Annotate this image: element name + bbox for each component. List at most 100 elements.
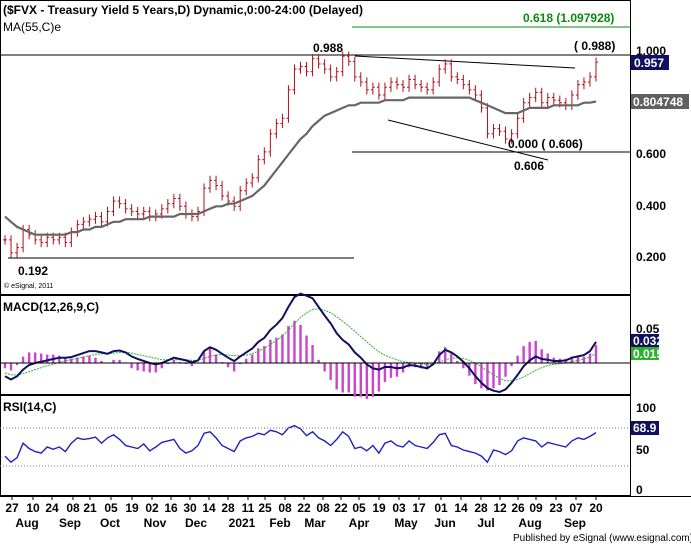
low-start-label: 0.192 bbox=[18, 264, 48, 278]
x-month-label: Aug bbox=[518, 516, 541, 530]
price-bar bbox=[491, 123, 496, 139]
price-bar bbox=[220, 180, 225, 201]
price-bar bbox=[358, 72, 363, 87]
x-month-label: Aug bbox=[15, 516, 38, 530]
high-label: 0.988 bbox=[313, 41, 343, 55]
price-bar bbox=[527, 92, 532, 108]
price-bar bbox=[111, 196, 116, 217]
x-tick-label: 14 bbox=[454, 501, 468, 515]
signal-value-tag bbox=[631, 347, 659, 360]
price-bar bbox=[165, 199, 170, 214]
price-bar bbox=[413, 74, 418, 90]
rsi-panel bbox=[0, 395, 631, 496]
price-bar bbox=[346, 51, 351, 67]
macd-value: 0.032 bbox=[633, 334, 663, 348]
x-month-label: Feb bbox=[269, 516, 290, 530]
footer-credit: Published by eSignal (www.esignal.com) bbox=[513, 533, 691, 544]
x-tick-label: 16 bbox=[164, 501, 178, 515]
signal-series bbox=[4, 308, 597, 382]
x-month-label: Oct bbox=[100, 516, 120, 530]
x-tick-label: 28 bbox=[474, 501, 488, 515]
rsi-series bbox=[4, 424, 597, 464]
x-tick-label: 10 bbox=[26, 501, 40, 515]
price-bar bbox=[581, 77, 586, 90]
price-bar bbox=[15, 242, 20, 258]
fib-618-label: 0.618 (1.097928) bbox=[523, 11, 614, 25]
x-tick-label: 01 bbox=[434, 501, 448, 515]
x-tick-label: 25 bbox=[258, 501, 272, 515]
chart-title: ($FVX - Treasury Yield 5 Years,D) Dynami… bbox=[3, 3, 363, 17]
price-tick: 0.200 bbox=[636, 250, 666, 264]
price-bar bbox=[280, 113, 285, 129]
x-axis-day-labels: 27 10 24 08 21 05 19 02 16 30 14 28 11 25 08 22 08 22 05 19… bbox=[5, 496, 603, 515]
rsi-value: 68.9 bbox=[633, 421, 657, 435]
price-bar bbox=[515, 113, 520, 139]
price-bar bbox=[407, 74, 412, 92]
price-bar bbox=[443, 59, 448, 74]
price-bars bbox=[3, 51, 598, 258]
x-tick-label: 27 bbox=[5, 501, 19, 515]
x-tick-label: 14 bbox=[202, 501, 216, 515]
x-tick-label: 12 bbox=[493, 501, 507, 515]
ma-55-series bbox=[4, 96, 597, 236]
x-tick-label: 17 bbox=[412, 501, 426, 515]
price-bar bbox=[370, 82, 375, 95]
x-tick-label: 05 bbox=[352, 501, 366, 515]
price-bar bbox=[75, 219, 80, 237]
last-price-value: 0.957 bbox=[634, 56, 664, 70]
x-tick-label: 07 bbox=[569, 501, 583, 515]
x-tick-label: 24 bbox=[45, 501, 59, 515]
price-bar bbox=[286, 85, 291, 123]
high-right-label: ( 0.988) bbox=[574, 39, 615, 53]
price-bar bbox=[244, 178, 249, 196]
price-bar bbox=[551, 92, 556, 105]
macd-series bbox=[4, 292, 597, 394]
x-tick-label: 28 bbox=[221, 501, 235, 515]
x-tick-label: 22 bbox=[334, 501, 348, 515]
price-bar bbox=[69, 227, 74, 248]
price-bar bbox=[322, 59, 327, 74]
x-tick-label: 19 bbox=[372, 501, 386, 515]
rsi-tick: 100 bbox=[636, 401, 656, 415]
macd-title: MACD(12,26,9,C) bbox=[3, 300, 99, 314]
price-bar bbox=[509, 129, 514, 144]
price-bar bbox=[461, 74, 466, 90]
price-bar bbox=[563, 98, 568, 110]
signal-value: 0.015 bbox=[633, 347, 663, 361]
price-bar bbox=[485, 103, 490, 139]
price-bar bbox=[340, 51, 345, 77]
macd-value-tag bbox=[631, 334, 659, 347]
price-tick: 0.400 bbox=[636, 199, 666, 213]
price-bar bbox=[274, 118, 279, 139]
x-month-label: Sep bbox=[564, 516, 586, 530]
x-tick-label: 11 bbox=[242, 501, 255, 515]
x-month-label: Apr bbox=[349, 516, 370, 530]
price-bar bbox=[250, 173, 255, 188]
price-bar bbox=[214, 175, 219, 191]
ma-line bbox=[4, 96, 597, 236]
x-tick-label: 08 bbox=[316, 501, 330, 515]
price-bar bbox=[545, 92, 550, 108]
price-bar bbox=[3, 235, 7, 245]
ma-indicator-label: MA(55,C)e bbox=[3, 20, 61, 34]
price-bar bbox=[256, 155, 261, 183]
x-axis-month-labels: Aug Sep Oct Nov Dec 2021 Feb Mar Apr May Jun Jul Aug… bbox=[15, 516, 586, 530]
rsi-line bbox=[4, 424, 597, 464]
price-bar bbox=[304, 61, 309, 77]
price-bar bbox=[575, 79, 580, 100]
price-bar bbox=[147, 206, 152, 222]
ma-value-tag bbox=[631, 94, 689, 109]
x-tick-label: 03 bbox=[392, 501, 406, 515]
price-bar bbox=[9, 235, 14, 258]
x-tick-label: 21 bbox=[83, 501, 97, 515]
price-bar bbox=[33, 230, 38, 245]
x-tick-label: 05 bbox=[104, 501, 118, 515]
price-bar bbox=[99, 211, 104, 227]
price-bar bbox=[262, 147, 267, 165]
price-bar bbox=[394, 77, 399, 90]
price-bar bbox=[364, 77, 369, 95]
price-bar bbox=[105, 206, 110, 227]
price-bar bbox=[449, 59, 454, 82]
macd-lines bbox=[3, 292, 598, 399]
